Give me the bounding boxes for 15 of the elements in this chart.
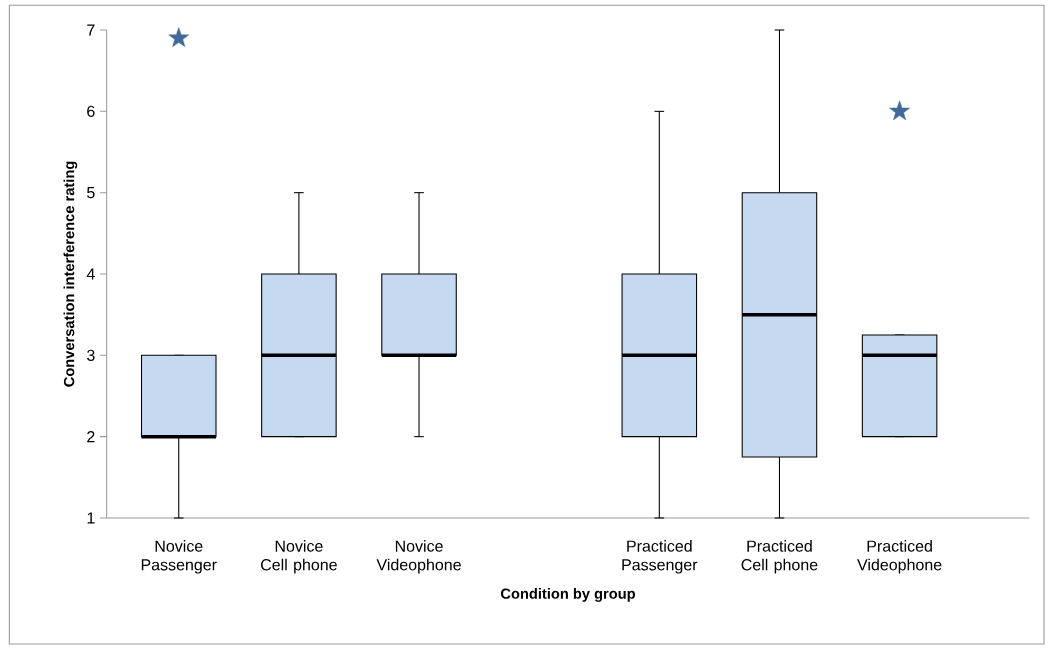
x-tick-label: Novice Videophone [376,540,461,574]
y-axis-title: Conversation interference rating [63,161,78,387]
x-tick-label: Practiced Cell phone [741,540,818,574]
y-tick-label: 5 [87,187,95,199]
x-tick-label: Novice Cell phone [261,540,337,574]
y-tick-label: 3 [87,349,95,361]
y-tick-label: 2 [87,431,95,443]
x-tick-label: Practiced Videophone [857,540,942,574]
y-tick-label: 7 [87,24,95,36]
x-axis-title: Condition by group [501,588,636,602]
x-tick-label: Practiced Passenger [622,540,698,574]
x-tick-label: Novice Passenger [141,540,217,574]
y-tick-label: 1 [87,512,95,524]
y-tick-label: 4 [86,268,95,280]
y-tick-label: 6 [87,105,95,117]
